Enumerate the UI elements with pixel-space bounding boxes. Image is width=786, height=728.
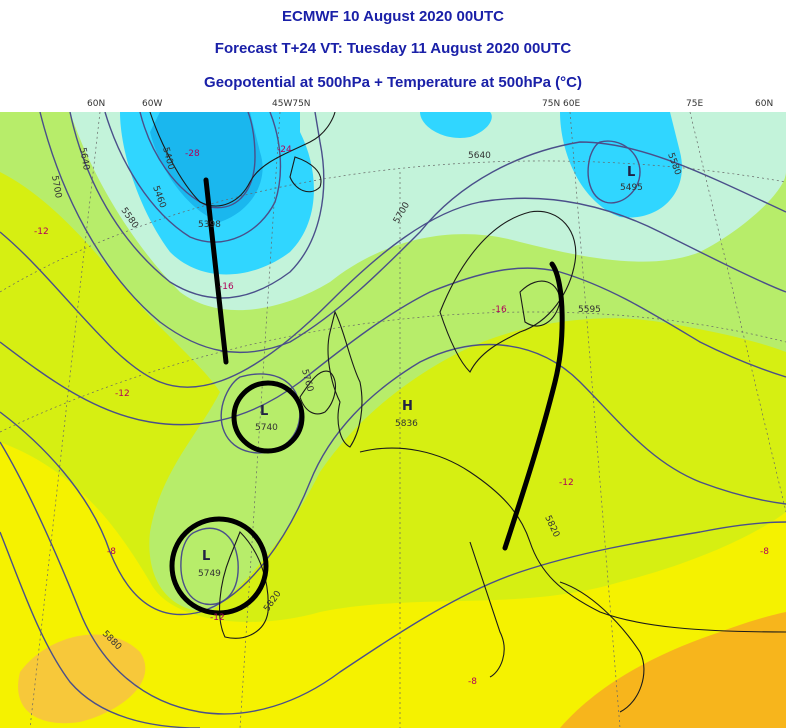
contour-line [0,343,786,616]
chart-title-run: ECMWF 10 August 2020 00UTC [282,8,504,25]
temperature-field-yellow [0,442,786,728]
center-value: 5749 [198,569,221,579]
forecaster-annotations [169,177,565,616]
continental-coast [359,447,786,633]
contour-line [220,373,301,454]
center-marker: L [627,165,635,180]
contour-line [587,140,641,204]
iceland-coast [289,156,322,193]
temperature-label: -8 [468,677,477,687]
contour-label: 5640 [468,151,491,161]
grid-line [569,112,621,728]
contour-line [0,441,786,715]
chart-title-fields: Geopotential at 500hPa + Temperature at … [204,74,582,91]
temperature-label: -8 [760,547,769,557]
contour-line [180,527,239,606]
contour-line [0,267,786,426]
contour-line [104,112,282,243]
lat-lon-grid [0,112,786,728]
lon-label: 75E [686,99,704,109]
contour-line [69,112,325,299]
temperature-field-cyan-north [420,112,492,138]
temperature-field-orange-se [560,612,786,728]
contour-line [0,197,786,388]
temperature-field-cyan-arctic [560,112,682,218]
temperature-label: -16 [492,305,507,315]
greenland-coast [149,112,336,207]
circle-low-iberia [169,516,269,616]
contour-line [139,112,256,209]
iberia-coast [219,531,269,639]
temperature-label: -8 [107,547,116,557]
scandinavia-coast [439,210,577,373]
ireland-coast [299,370,336,415]
center-marker: L [260,404,268,419]
center-value: 5836 [395,419,418,429]
contour-label: 5640 [77,147,91,172]
contour-label: 5700 [49,175,63,200]
lon-label: 75N 60E [542,99,581,109]
temperature-label: -28 [185,149,200,159]
center-marker: L [202,549,210,564]
weather-map: L 5740 L 5749 H 5836 L 5495 5700 5640 54… [0,112,786,728]
grid-line [29,112,101,728]
grid-line [0,311,786,433]
trough-axis-greenland [203,177,229,365]
geopotential-contours [0,112,786,728]
contour-line [39,112,786,354]
lon-label: 60N [87,99,106,109]
temperature-field-orange-sw [18,634,146,724]
center-marker: H [402,399,413,414]
balkan-coast [559,581,645,713]
grid-line [689,112,786,513]
temperature-label: -24 [277,145,292,155]
lon-label: 60N [755,99,774,109]
temperature-field-deep-cyan-greenland [150,112,263,222]
temperature-label: -12 [210,613,225,623]
center-value: 5740 [255,423,278,433]
coastlines [149,112,786,713]
header: ECMWF 10 August 2020 00UTC Forecast T+24… [0,0,786,112]
britain-coast [327,310,363,448]
temperature-label: -12 [559,478,574,488]
temperature-label: -12 [34,227,49,237]
italy-coast [469,541,505,678]
chart-title-forecast: Forecast T+24 VT: Tuesday 11 August 2020… [214,40,572,57]
temperature-label: -16 [219,282,234,292]
circle-low-biscay [231,380,305,454]
lon-label: 60W [142,99,163,109]
lon-label: 45W75N [272,99,311,109]
center-value: 5495 [620,183,643,193]
contour-label: 5595 [578,305,601,315]
contour-label: 5398 [198,220,221,230]
temperature-label: -12 [115,389,130,399]
trough-axis-eastern-europe [502,261,565,551]
contour-line [0,531,201,728]
